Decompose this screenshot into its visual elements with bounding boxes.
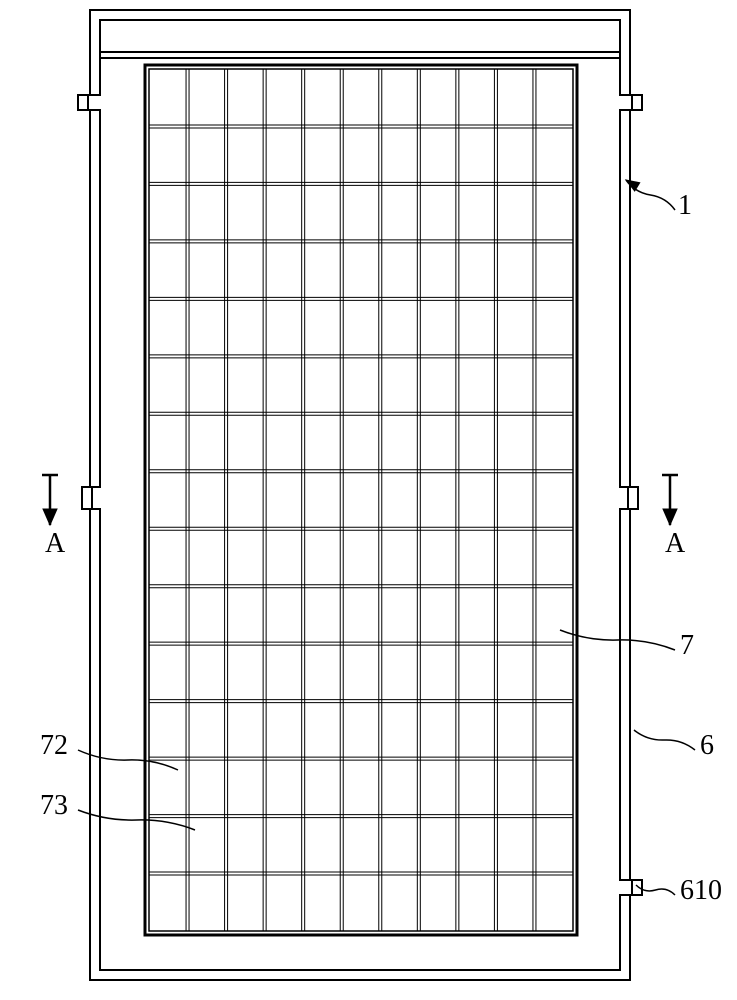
diagram-svg bbox=[0, 0, 737, 1000]
label-7: 7 bbox=[680, 630, 694, 662]
label-610: 610 bbox=[680, 875, 722, 907]
section-label-A-left: A bbox=[45, 528, 65, 560]
section-label-A-right: A bbox=[665, 528, 685, 560]
label-1: 1 bbox=[678, 190, 692, 222]
label-72: 72 bbox=[40, 730, 68, 762]
label-73: 73 bbox=[40, 790, 68, 822]
diagram-page: 1 7 6 610 72 73 A A bbox=[0, 0, 737, 1000]
label-6: 6 bbox=[700, 730, 714, 762]
